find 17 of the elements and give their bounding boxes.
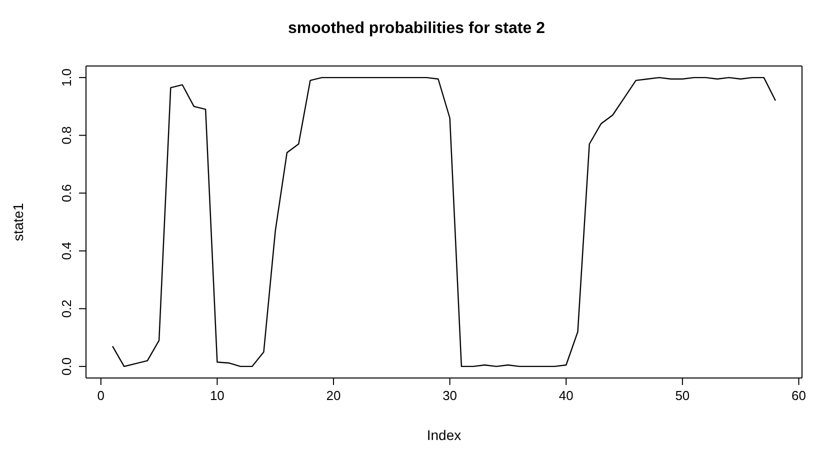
y-tick-label: 0.8 <box>59 126 74 144</box>
line-series <box>112 76 776 368</box>
x-tick-label: 40 <box>558 388 574 404</box>
x-tick-label: 0 <box>97 388 105 404</box>
x-tick-label: 50 <box>675 388 690 404</box>
y-tick-label: 0.0 <box>59 357 74 376</box>
y-tick-label: 1.0 <box>59 68 74 87</box>
x-tick-label: 10 <box>210 388 224 404</box>
x-tick-label: 60 <box>792 388 806 404</box>
y-tick-label: 0.2 <box>59 300 74 318</box>
y-tick-label: 0.4 <box>59 242 74 260</box>
y-tick-label: 0.6 <box>59 184 74 202</box>
x-tick-label: 30 <box>442 388 458 404</box>
x-tick-label: 20 <box>326 388 341 404</box>
chart-title: smoothed probabilities for state 2 <box>287 20 546 38</box>
y-axis-title: state1 <box>10 202 26 242</box>
x-axis-title: Index <box>426 427 462 443</box>
